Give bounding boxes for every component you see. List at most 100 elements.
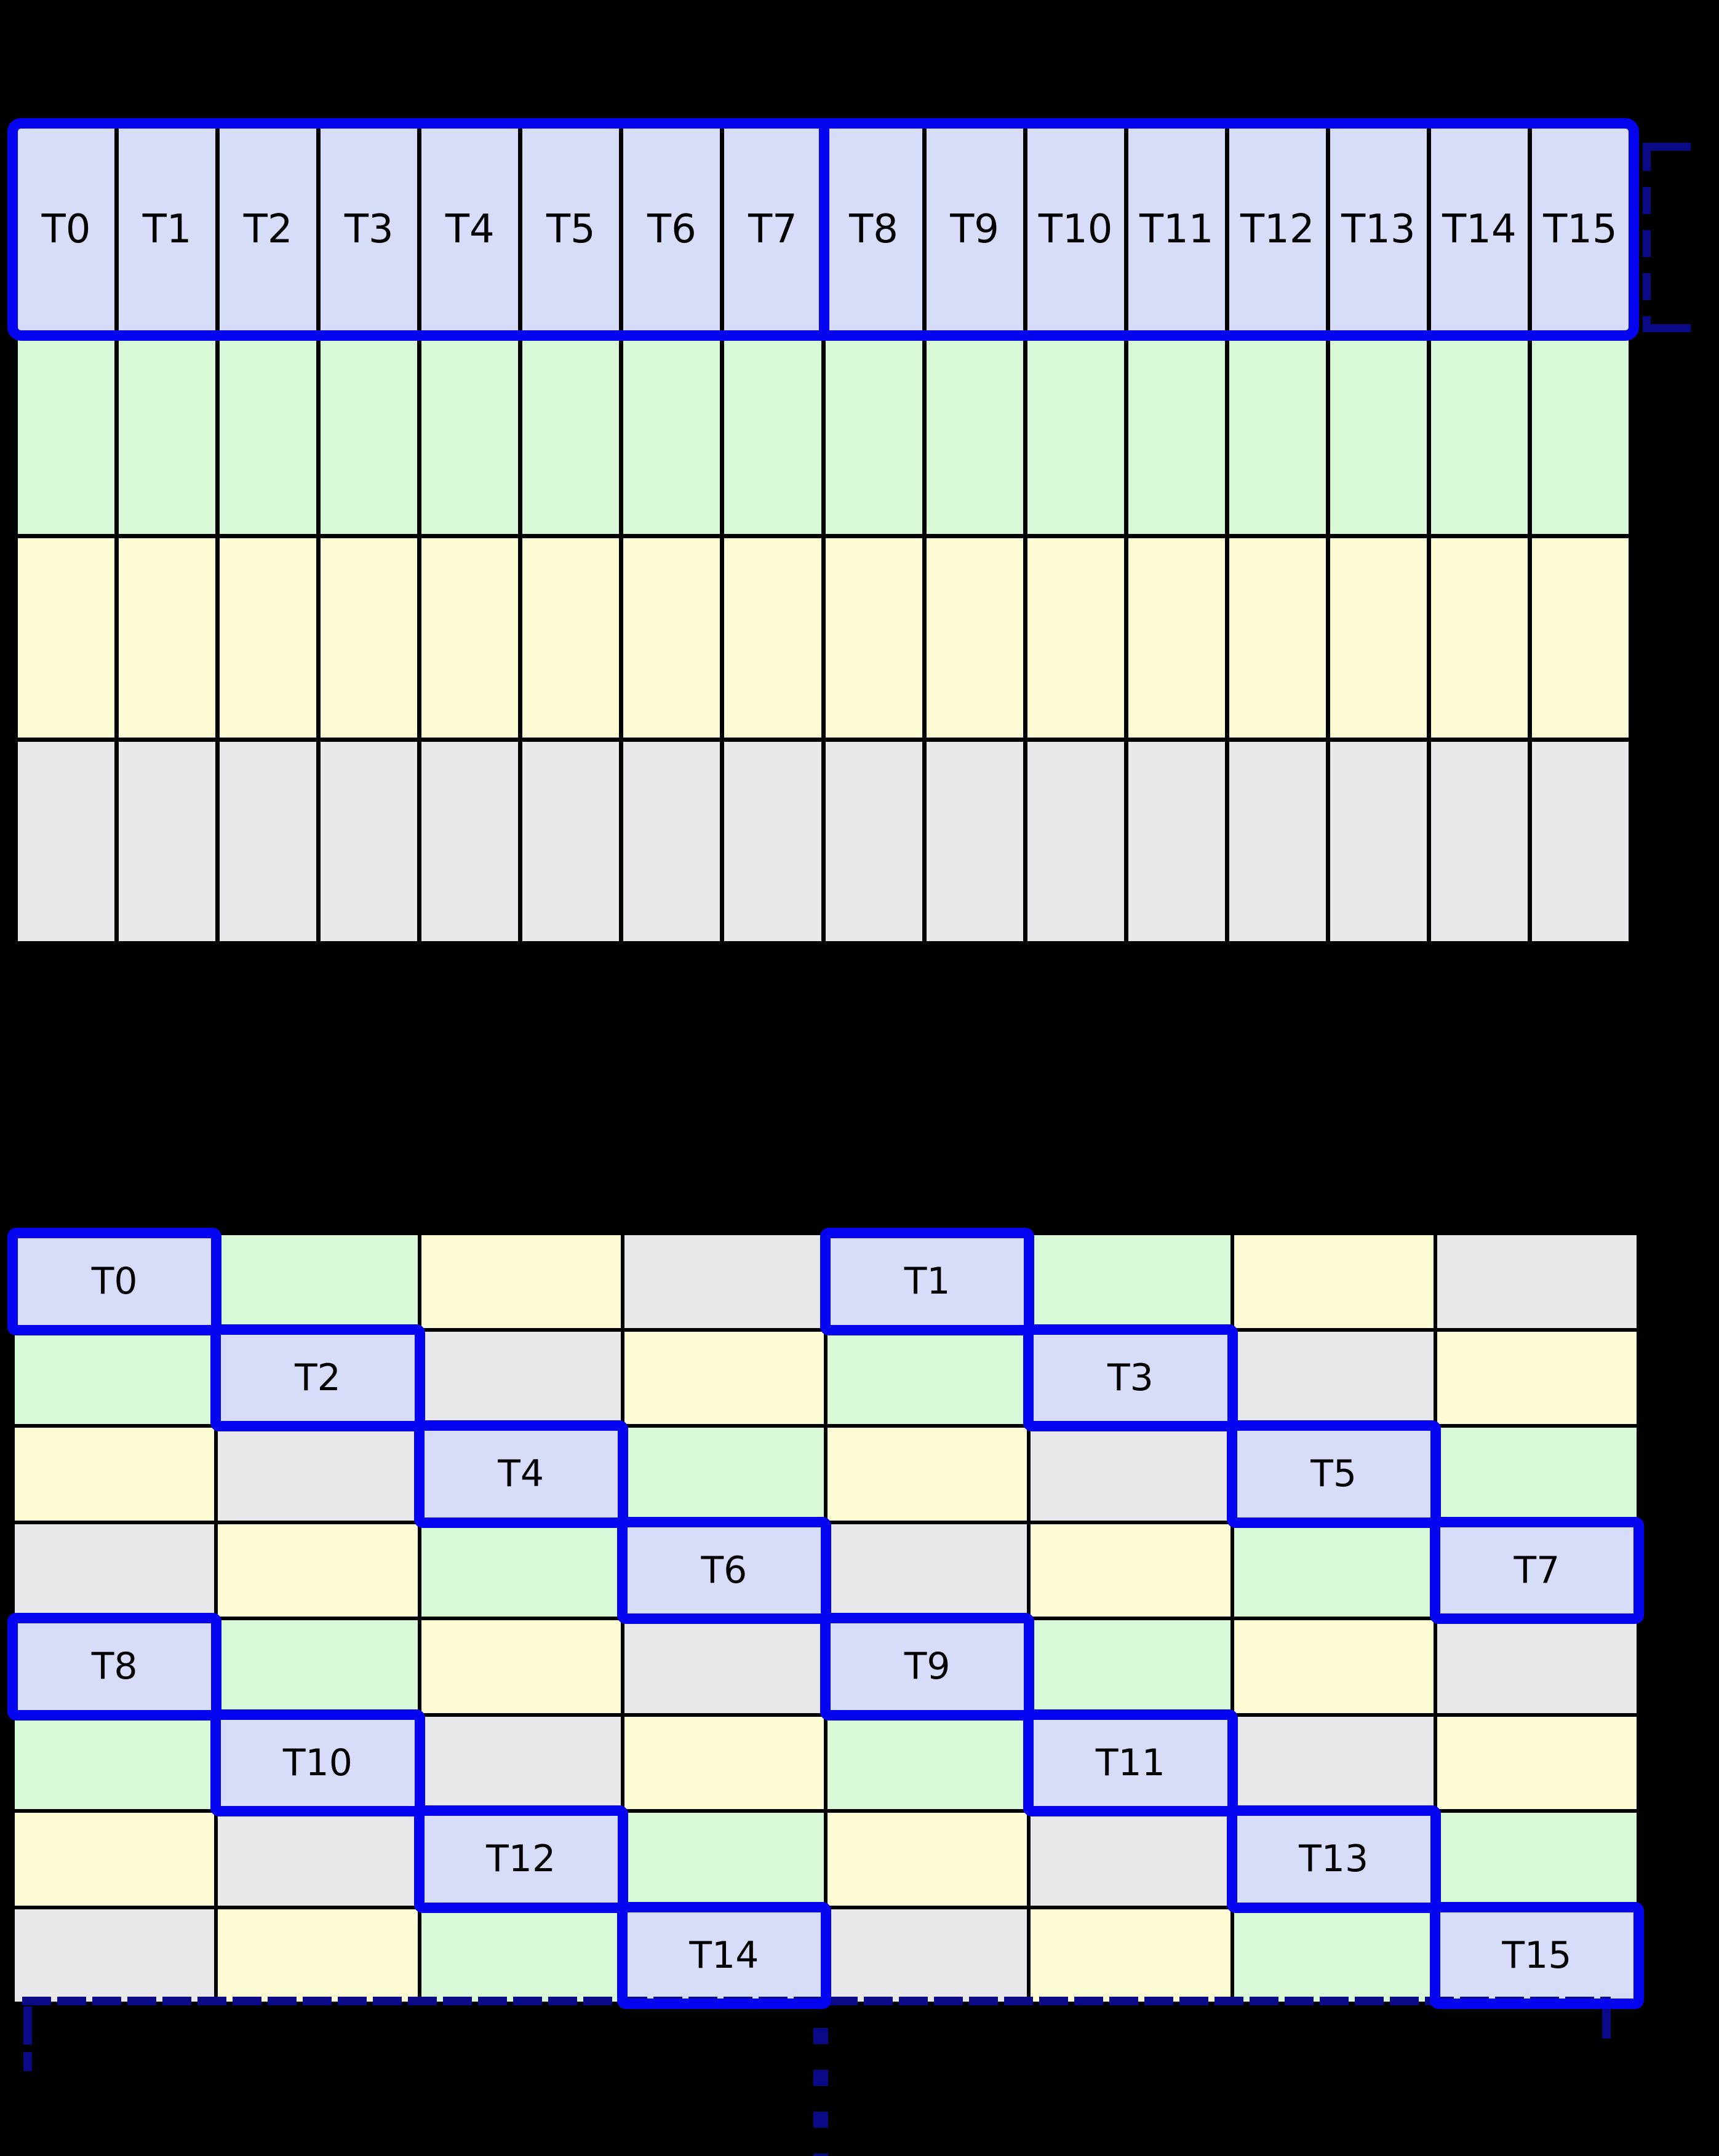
thread-cell: T4 [413, 1420, 628, 1528]
memory-cell-green [421, 1524, 621, 1617]
gray-row-cell [119, 742, 216, 941]
thread-cell: T14 [616, 1901, 831, 2009]
thread-label: T0 [41, 206, 91, 252]
thread-cell: T3 [1023, 1324, 1238, 1431]
thread-label: T3 [344, 206, 394, 252]
thread-cell: T1 [820, 1228, 1035, 1335]
thread-cell: T12 [1229, 128, 1326, 330]
green-row-cell [926, 335, 1023, 534]
thread-label: T13 [1299, 1837, 1369, 1881]
yellow-row-cell [1430, 538, 1528, 738]
memory-cell-gray [421, 1331, 621, 1424]
top-grid: T0 T1 T2 T3 T4 T5 T6 T7 T8 T9 T10 T11 T12 T13 T14 T15 [14, 128, 1633, 946]
memory-cell-gray [828, 1909, 1027, 2002]
green-row-cell [522, 335, 620, 534]
thread-cell: T10 [1027, 128, 1124, 330]
memory-cell-gray [1437, 1235, 1637, 1328]
memory-cell-gray [828, 1524, 1027, 1617]
thread-label: T10 [1038, 206, 1113, 252]
thread-cell: T2 [220, 128, 317, 330]
memory-cell-yellow [218, 1909, 418, 2002]
thread-label: T1 [904, 1260, 951, 1303]
memory-cell-gray [218, 1428, 418, 1521]
thread-cell: T0 [7, 1228, 222, 1335]
memory-cell-gray [1031, 1813, 1230, 1906]
memory-cell-gray [1234, 1331, 1434, 1424]
memory-cell-gray [1437, 1620, 1637, 1713]
row-bracket-dashed-icon [22, 1997, 1611, 2005]
yellow-row-cell [321, 538, 418, 738]
yellow-row-cell [119, 538, 216, 738]
thread-label: T14 [689, 1933, 759, 1977]
memory-cell-green [828, 1716, 1027, 1809]
thread-cell: T9 [820, 1613, 1035, 1720]
thread-label: T0 [91, 1260, 138, 1303]
memory-cell-green [624, 1813, 824, 1906]
thread-cell: T13 [1330, 128, 1427, 330]
yellow-row-cell [1128, 538, 1225, 738]
thread-label: T15 [1543, 206, 1617, 252]
memory-cell-gray [1031, 1428, 1230, 1521]
memory-cell-yellow [421, 1620, 621, 1713]
thread-label: T8 [849, 206, 898, 252]
thread-label: T3 [1107, 1356, 1154, 1399]
memory-cell-green [218, 1620, 418, 1713]
green-row-cell [1430, 335, 1528, 534]
thread-cell: T13 [1226, 1805, 1441, 1913]
memory-cell-yellow [624, 1716, 824, 1809]
green-row-cell [321, 335, 418, 534]
continuation-dots-icon [813, 2028, 828, 2156]
thread-label: T9 [950, 206, 999, 252]
thread-cell: T15 [1429, 1901, 1644, 2009]
yellow-row-cell [421, 538, 519, 738]
thread-label: T15 [1502, 1933, 1572, 1977]
thread-label: T8 [91, 1645, 138, 1689]
gray-row-cell [825, 742, 922, 941]
thread-cell: T7 [1429, 1516, 1644, 1624]
memory-cell-yellow [1031, 1909, 1230, 2002]
row-bracket-left-end-icon [23, 2007, 32, 2071]
thread-label: T12 [486, 1837, 556, 1881]
thread-cell: T7 [724, 128, 821, 330]
thread-cell: T14 [1430, 128, 1528, 330]
yellow-row-cell [522, 538, 620, 738]
gray-row-cell [1330, 742, 1427, 941]
thread-cell: T6 [616, 1516, 831, 1624]
memory-cell-yellow [828, 1428, 1027, 1521]
green-row-cell [1330, 335, 1427, 534]
memory-cell-green [15, 1716, 215, 1809]
thread-cell: T11 [1128, 128, 1225, 330]
memory-cell-gray [15, 1909, 215, 2002]
continuation-dot [813, 2112, 828, 2128]
bottom-grid: T0 T1 T2 T3 T4 T5 T6 T7 T8 T9 T10 T11 T12 T13 T14 T15 [7, 1228, 1644, 2009]
memory-cell-green [1234, 1524, 1434, 1617]
thread-label: T9 [904, 1645, 951, 1689]
yellow-row-cell [1229, 538, 1326, 738]
memory-cell-green [1031, 1235, 1230, 1328]
thread-label: T2 [243, 206, 293, 252]
thread-label: T6 [647, 206, 696, 252]
yellow-row-cell [18, 538, 115, 738]
gray-row-cell [724, 742, 821, 941]
gray-row-cell [220, 742, 317, 941]
green-row-cell [1229, 335, 1326, 534]
yellow-row-cell [1330, 538, 1427, 738]
yellow-row-cell [220, 538, 317, 738]
memory-cell-gray [15, 1524, 215, 1617]
memory-cell-green [1437, 1428, 1637, 1521]
memory-cell-gray [218, 1813, 418, 1906]
thread-cell: T8 [825, 128, 922, 330]
memory-cell-yellow [624, 1331, 824, 1424]
memory-cell-gray [624, 1620, 824, 1713]
memory-cell-yellow [15, 1428, 215, 1521]
warp-half-divider [819, 119, 829, 340]
row-bracket-right-end-icon [1602, 2007, 1611, 2039]
thread-cell: T10 [210, 1709, 425, 1816]
continuation-dot [813, 2154, 828, 2156]
thread-cell: T5 [1226, 1420, 1441, 1528]
thread-cell: T4 [421, 128, 519, 330]
memory-cell-green [828, 1331, 1027, 1424]
thread-label: T11 [1095, 1741, 1165, 1784]
green-row-cell [1531, 335, 1629, 534]
